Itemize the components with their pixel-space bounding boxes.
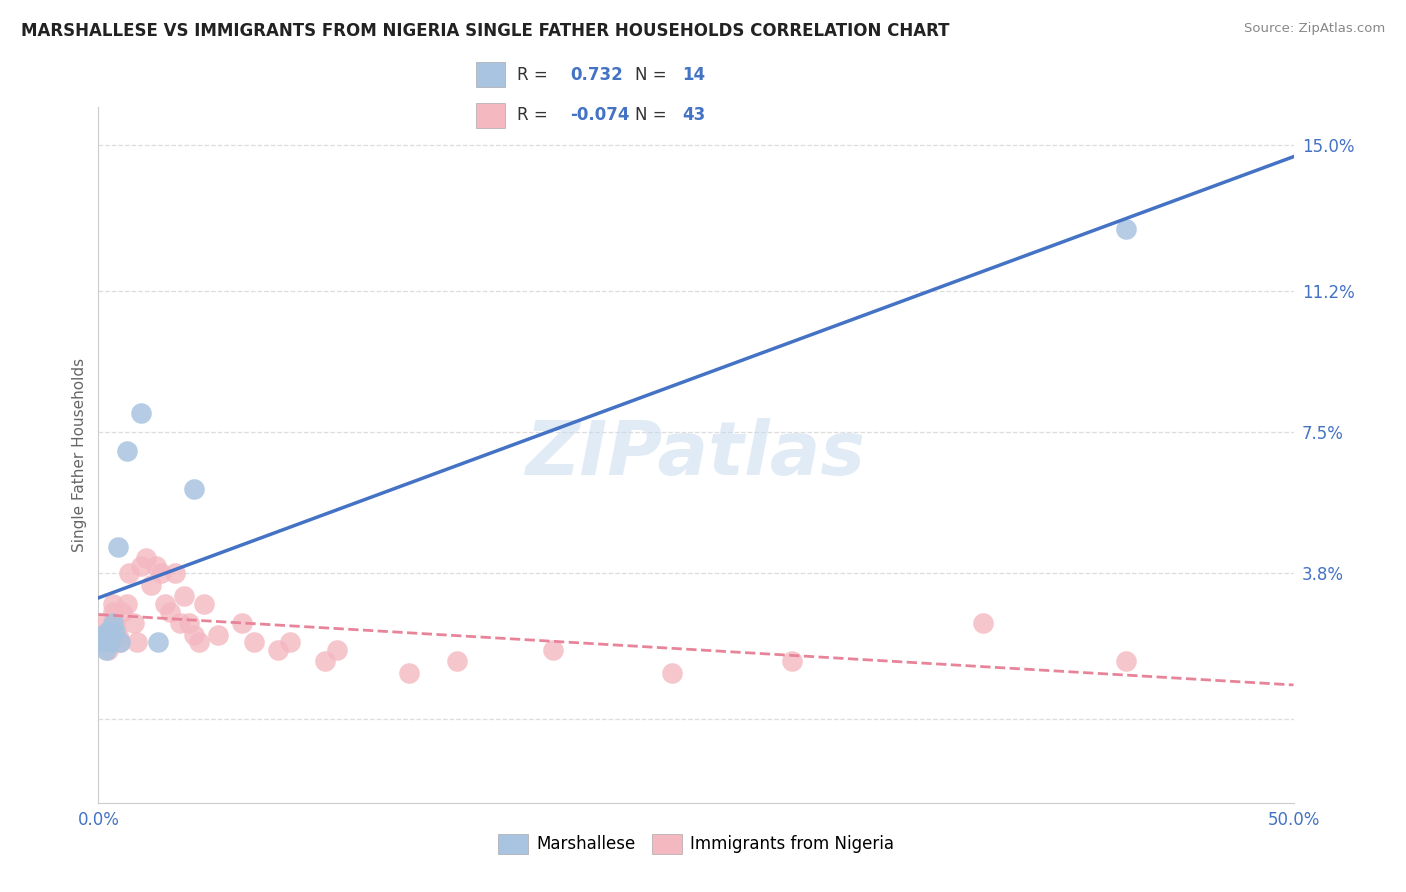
Bar [475, 62, 505, 87]
Point [108, 635, 131, 649]
Text: -0.074: -0.074 [571, 106, 630, 124]
Point [173, 590, 195, 604]
Point [101, 597, 124, 611]
Text: ZIPatlas: ZIPatlas [526, 418, 866, 491]
Point [267, 643, 290, 657]
Point [94, 616, 117, 631]
Point [125, 635, 148, 649]
Point [398, 665, 420, 680]
Point [139, 578, 162, 592]
Text: R =: R = [517, 66, 548, 84]
Point [118, 566, 141, 581]
Point [98, 635, 122, 649]
Point [183, 483, 205, 497]
Point [98, 635, 122, 649]
Point [446, 654, 468, 668]
Point [315, 654, 337, 668]
Point [131, 558, 153, 573]
Point [107, 627, 129, 641]
Text: N =: N = [636, 66, 666, 84]
Point [159, 605, 181, 619]
Point [541, 643, 564, 657]
Point [107, 540, 129, 554]
Point [155, 597, 177, 611]
Point [90, 635, 112, 649]
Point [131, 406, 153, 420]
Text: 43: 43 [682, 106, 706, 124]
Point [115, 597, 138, 611]
Point [124, 616, 146, 631]
Point [169, 616, 191, 631]
Point [163, 566, 186, 581]
Point [115, 444, 138, 458]
Point [145, 558, 167, 573]
Point [231, 616, 253, 631]
Point [91, 627, 114, 641]
Text: MARSHALLESE VS IMMIGRANTS FROM NIGERIA SINGLE FATHER HOUSEHOLDS CORRELATION CHAR: MARSHALLESE VS IMMIGRANTS FROM NIGERIA S… [21, 22, 949, 40]
Text: 14: 14 [682, 66, 706, 84]
Point [780, 654, 803, 668]
Point [97, 624, 120, 638]
Point [90, 635, 112, 649]
Point [1115, 222, 1137, 236]
Text: N =: N = [636, 106, 666, 124]
Text: R =: R = [517, 106, 548, 124]
Point [91, 627, 114, 641]
Point [104, 624, 127, 638]
Point [108, 635, 131, 649]
Point [193, 597, 215, 611]
Text: Source: ZipAtlas.com: Source: ZipAtlas.com [1244, 22, 1385, 36]
Point [101, 605, 124, 619]
Point [148, 635, 170, 649]
Point [183, 627, 205, 641]
Point [278, 635, 301, 649]
Y-axis label: Single Father Households: Single Father Households [72, 358, 87, 552]
Point [661, 665, 683, 680]
Point [111, 605, 134, 619]
Point [101, 616, 124, 631]
Point [94, 643, 117, 657]
Point [243, 635, 266, 649]
Point [1115, 654, 1137, 668]
Point [97, 643, 120, 657]
Text: 0.732: 0.732 [571, 66, 623, 84]
Point [179, 616, 201, 631]
Point [207, 627, 229, 641]
Point [326, 643, 349, 657]
Point [149, 566, 172, 581]
Point [135, 551, 157, 566]
Legend: Marshallese, Immigrants from Nigeria: Marshallese, Immigrants from Nigeria [491, 827, 901, 861]
Bar [475, 103, 505, 128]
Point [187, 635, 209, 649]
Point [972, 616, 994, 631]
Point [104, 616, 127, 631]
